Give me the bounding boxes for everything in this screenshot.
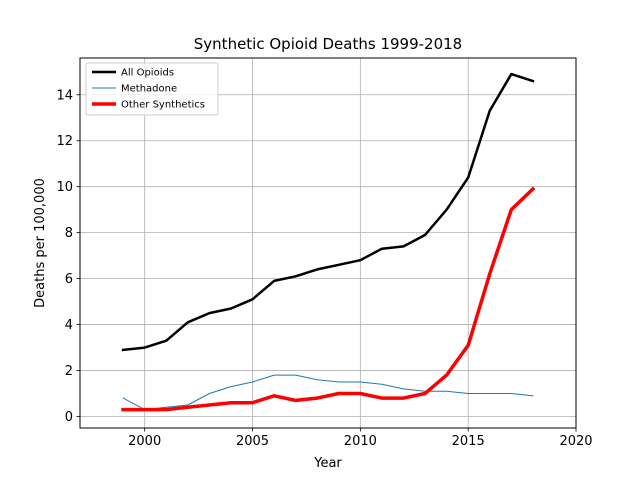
- series-line-other-synthetics: [121, 186, 536, 412]
- gridlines: [80, 58, 577, 428]
- x-tick-label: 2010: [344, 434, 377, 449]
- y-tick-label: 6: [65, 272, 73, 287]
- y-tick-label: 2: [65, 364, 73, 379]
- series-layer: [121, 72, 536, 412]
- y-tick-label: 10: [56, 180, 73, 195]
- y-tick-label: 0: [65, 410, 73, 425]
- y-tick-label: 8: [65, 226, 73, 241]
- y-tick-label: 14: [56, 88, 73, 103]
- x-tick-label: 2000: [128, 434, 161, 449]
- legend-box: [85, 62, 219, 116]
- series-line-methadone: [122, 374, 534, 411]
- x-axis-label: Year: [313, 456, 342, 471]
- y-tick-label: 12: [56, 134, 73, 149]
- legend-label-other-synthetics: Other Synthetics: [121, 100, 205, 111]
- y-tick-label: 4: [65, 318, 73, 333]
- series-line-all-opioids: [121, 72, 535, 352]
- axis-ticks: 2000 2005 2010 2015 2020 0 2 4 6 8 10 12 14: [56, 88, 592, 449]
- legend: All Opioids Methadone Other Synthetics: [85, 62, 219, 116]
- legend-label-methadone: Methadone: [121, 84, 177, 95]
- x-tick-label: 2020: [559, 434, 592, 449]
- y-axis-label: Deaths per 100,000: [33, 178, 48, 308]
- legend-label-all-opioids: All Opioids: [121, 68, 174, 79]
- x-tick-label: 2015: [452, 434, 485, 449]
- chart-title: Synthetic Opioid Deaths 1999-2018: [194, 35, 462, 53]
- plot-frame: [79, 57, 577, 429]
- x-tick-label: 2005: [236, 434, 269, 449]
